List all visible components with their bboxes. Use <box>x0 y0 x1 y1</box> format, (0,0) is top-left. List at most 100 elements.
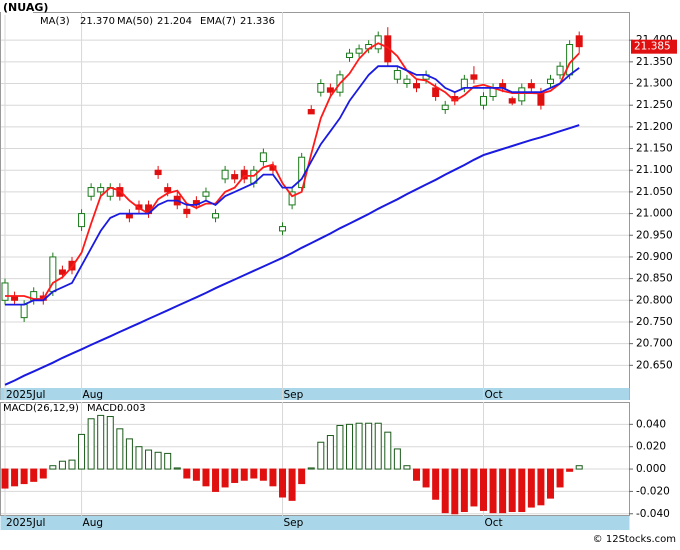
candle-body <box>183 208 191 215</box>
macd-bar <box>192 468 200 481</box>
price-panel <box>0 12 630 400</box>
macd-bar <box>154 451 162 470</box>
macd-bar <box>116 428 124 470</box>
legend-value: 21.336 <box>240 16 275 27</box>
candle-body <box>346 52 354 59</box>
y-tick-label: -0.020 <box>636 485 670 497</box>
macd-bar <box>432 468 440 500</box>
y-tick-label: 20.700 <box>636 338 673 350</box>
macd-bar <box>30 468 38 482</box>
candle-body <box>546 78 554 85</box>
candle-body <box>470 74 478 80</box>
macd-bar <box>11 468 19 487</box>
macd-bar <box>58 460 66 470</box>
macd-bar <box>279 468 287 498</box>
macd-bar <box>537 468 545 506</box>
macd-bar <box>135 446 143 470</box>
y-tick-label: 20.900 <box>636 251 673 263</box>
macd-panel <box>0 402 630 516</box>
candle-body <box>575 35 583 48</box>
y-tick-label: 0.020 <box>636 441 666 453</box>
macd-bar <box>518 468 526 513</box>
candle-body <box>259 152 267 163</box>
legend-name: EMA(7) <box>200 16 236 27</box>
y-tick-label: 20.800 <box>636 294 673 306</box>
candle-body <box>384 35 392 63</box>
candle-body <box>78 213 86 228</box>
candle-body <box>279 226 287 232</box>
y-tick-label: 21.200 <box>636 121 673 133</box>
candle-body <box>432 87 440 98</box>
candle-body <box>307 109 315 115</box>
date-strip <box>0 388 630 400</box>
ticker: (NUAG) <box>3 1 48 14</box>
y-tick-label: 21.150 <box>636 143 673 155</box>
candle-body <box>556 65 564 76</box>
y-tick-label: 0.040 <box>636 418 666 430</box>
candle-body <box>164 187 172 193</box>
y-tick-label: 21.250 <box>636 99 673 111</box>
macd-bar <box>403 465 411 470</box>
macd-bar <box>250 468 258 479</box>
candle-body <box>154 169 162 176</box>
y-tick-label: 20.750 <box>636 316 673 328</box>
macd-bar <box>1 468 9 489</box>
x-tick-label: Aug <box>83 389 104 401</box>
date-strip <box>0 516 630 530</box>
y-tick-label: 21.100 <box>636 164 673 176</box>
macd-bar <box>231 468 239 483</box>
x-tick-label: Aug <box>83 517 104 529</box>
x-tick-label: Oct <box>485 517 503 529</box>
x-tick-label: 2025Jul <box>6 389 45 401</box>
macd-bar <box>145 449 153 470</box>
macd-bar <box>202 468 210 487</box>
macd-bar <box>451 468 459 515</box>
macd-bar <box>221 468 229 488</box>
macd-bar <box>422 468 430 488</box>
candle-body <box>460 78 468 89</box>
macd-bar <box>49 465 57 470</box>
candle-body <box>20 304 28 319</box>
macd-bar <box>307 467 315 470</box>
macd-bar <box>125 438 133 470</box>
candle-body <box>202 191 210 197</box>
line-2 <box>5 65 580 306</box>
macd-bar <box>97 414 105 470</box>
x-tick-label: Sep <box>284 389 304 401</box>
candle-body <box>393 70 401 80</box>
macd-bar <box>298 468 306 485</box>
macd-bar <box>374 422 382 470</box>
candle-body <box>58 269 66 275</box>
candle-body <box>403 78 411 85</box>
candle-body <box>97 187 105 193</box>
x-tick-label: 2025Jul <box>6 517 45 529</box>
candle-body <box>508 98 516 104</box>
macd-bar <box>566 468 574 472</box>
candle-body <box>240 169 248 180</box>
macd-bar <box>556 468 564 488</box>
macd-bar <box>78 433 86 470</box>
candle-body <box>212 213 220 219</box>
macd-bar <box>317 441 325 470</box>
candle-body <box>231 174 239 180</box>
y-tick-label: 20.950 <box>636 229 673 241</box>
macd-bar <box>183 468 191 479</box>
macd-legend-name: MACD: <box>87 403 120 414</box>
macd-bar <box>87 418 95 470</box>
candle-body <box>317 83 325 93</box>
macd-bar <box>346 423 354 470</box>
macd-bar <box>326 435 334 470</box>
macd-bar <box>441 468 449 514</box>
line-0 <box>5 42 580 300</box>
candle-body <box>355 48 363 54</box>
macd-bar <box>508 468 516 513</box>
macd-bar <box>269 468 277 487</box>
macd-bar <box>355 422 363 470</box>
y-tick-label: 21.050 <box>636 186 673 198</box>
y-tick-label: 21.300 <box>636 78 673 90</box>
candle-body <box>288 191 296 206</box>
macd-bar <box>527 468 535 508</box>
macd-bar <box>480 468 487 511</box>
macd-bar <box>499 468 507 514</box>
